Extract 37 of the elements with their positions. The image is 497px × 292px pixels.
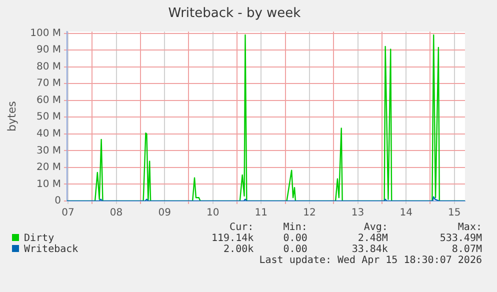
- text: 2.48M: [356, 233, 388, 244]
- y-tick-label: 30 M: [36, 145, 61, 156]
- y-tick-label: 90 M: [36, 44, 61, 56]
- text: 533.49M: [438, 233, 482, 244]
- x-tick-label: 07: [62, 208, 74, 219]
- text: 2.00k: [222, 244, 254, 255]
- text: 8.07M: [450, 244, 482, 255]
- x-tick-label: 14: [400, 208, 412, 219]
- y-tick-label: 50 M: [36, 112, 61, 123]
- x-tick-label: 12: [303, 208, 316, 219]
- y-tick-label: 0: [54, 196, 61, 207]
- chart-title: Writeback - by week: [168, 6, 302, 22]
- y-tick-label: 40 M: [36, 128, 61, 140]
- legend-label: Dirty: [23, 233, 54, 244]
- text: Avg:: [362, 222, 388, 233]
- text: Min:: [282, 222, 308, 233]
- x-tick-label: 11: [254, 208, 268, 219]
- y-tick-label: 100 M: [30, 28, 61, 39]
- x-tick-label: 08: [110, 208, 123, 219]
- text: 0.00: [282, 244, 308, 255]
- x-tick-label: 09: [158, 208, 171, 219]
- y-tick-label: 60 M: [36, 94, 61, 106]
- text: 33.84k: [350, 244, 388, 255]
- y-tick-label: 70 M: [36, 78, 61, 90]
- x-tick-label: 10: [206, 208, 220, 219]
- y-axis-title: bytes: [5, 100, 18, 132]
- text: 119.14k: [210, 233, 254, 244]
- text: Max:: [456, 222, 482, 233]
- text: Cur:: [228, 222, 254, 233]
- x-tick-label: 15: [448, 208, 461, 219]
- text: Last update: Wed Apr 15 18:30:07 2026: [258, 255, 482, 266]
- x-tick-label: 13: [351, 208, 364, 219]
- y-tick-label: 20 M: [36, 162, 61, 174]
- legend-label: Writeback: [23, 244, 80, 255]
- y-tick-label: 80 M: [36, 61, 61, 72]
- text: 0.00: [282, 233, 308, 244]
- y-tick-label: 10 M: [36, 178, 61, 190]
